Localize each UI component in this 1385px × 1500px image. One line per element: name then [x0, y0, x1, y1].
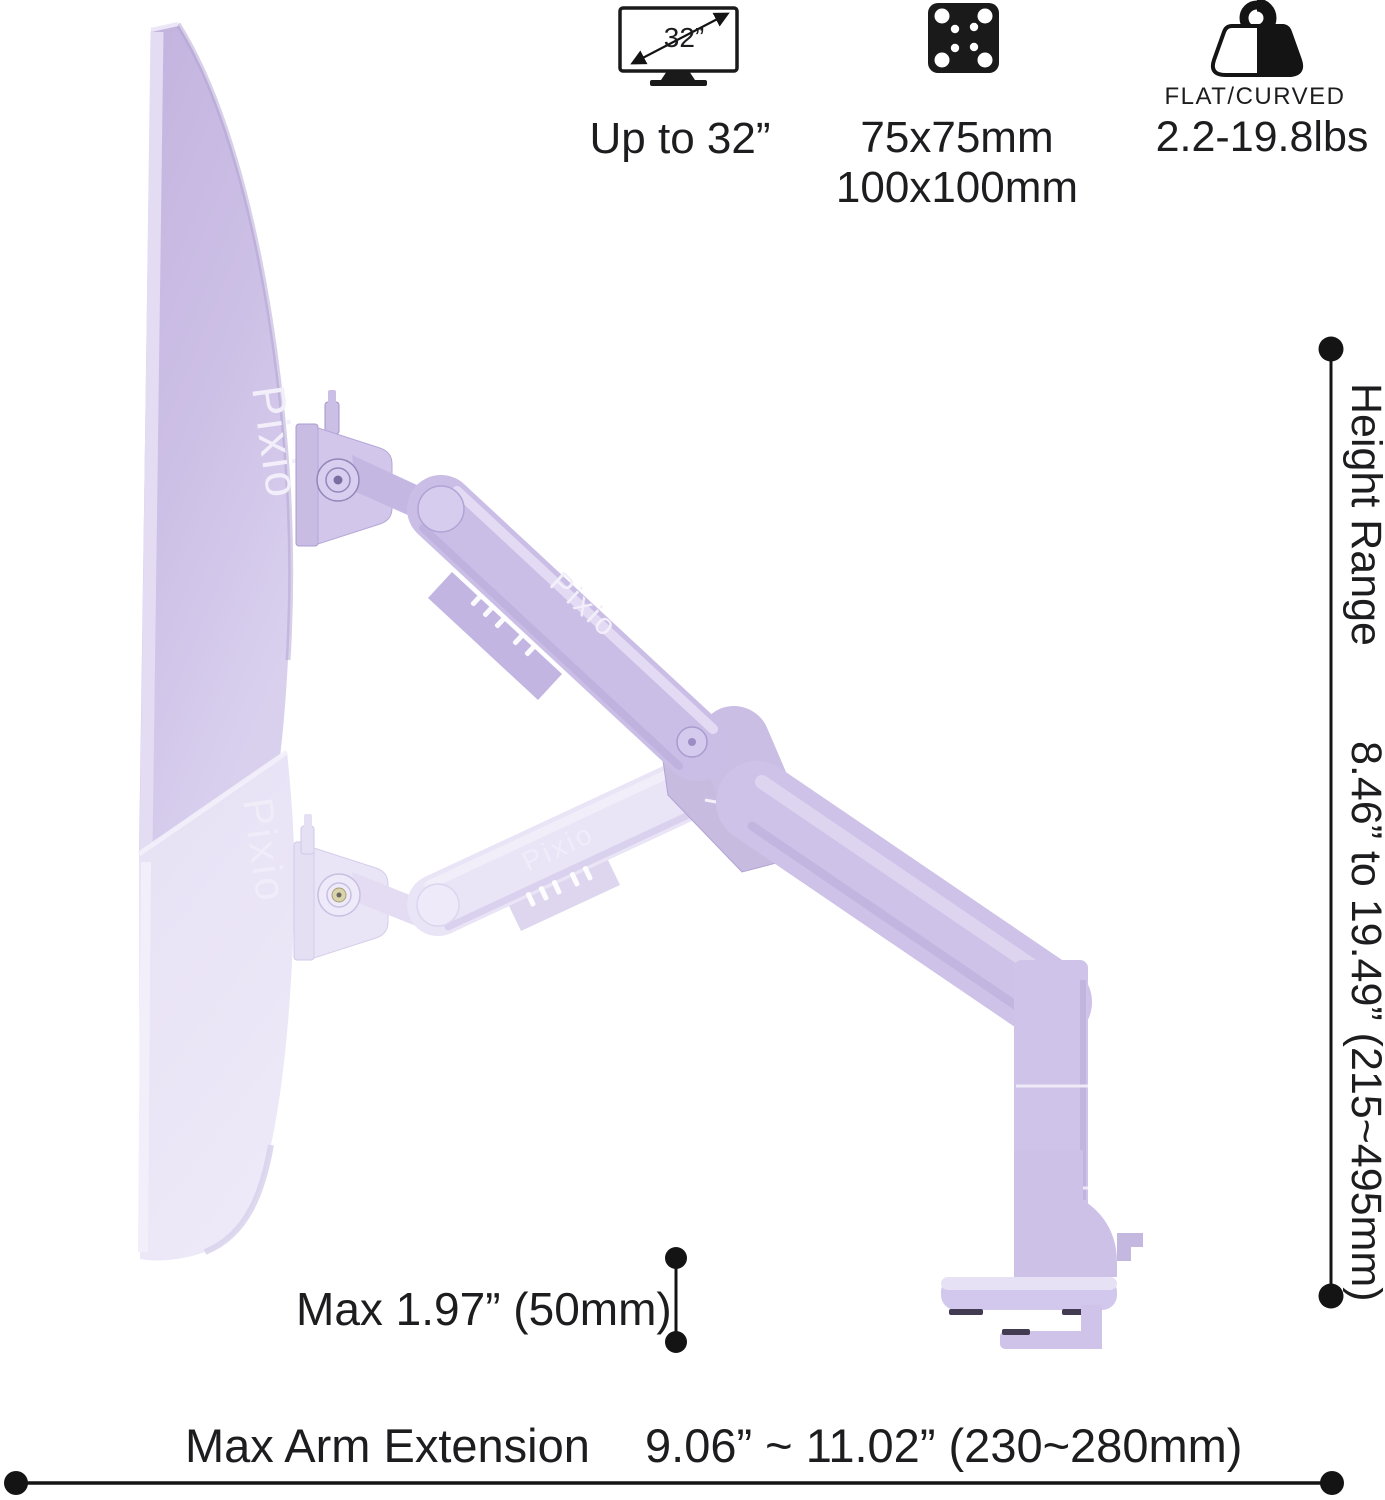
weight-type-label: FLAT/CURVED	[1165, 83, 1346, 110]
arm-extension-label: Max Arm Extension	[185, 1419, 590, 1472]
monitor-ghost-body	[139, 752, 295, 1261]
arm-raised: Pixio	[295, 390, 1143, 1349]
weight-icon	[1210, 0, 1304, 77]
clamp-foot	[1014, 1150, 1117, 1277]
weight-range-label: 2.2-19.8lbs	[1156, 113, 1369, 161]
clamp-thickness-dimension	[665, 1247, 687, 1353]
spec-vesa: 75x75mm 100x100mm	[836, 3, 1078, 212]
height-range-label: Height Range	[1342, 383, 1385, 646]
spec-screen-size: 32” Up to 32”	[590, 6, 771, 163]
height-range-value: 8.46” to 19.49” (215~495mm)	[1342, 741, 1385, 1302]
arm-extension-dimension	[4, 1471, 1344, 1495]
screen-size-label: Up to 32”	[590, 114, 771, 163]
vesa-pattern-icon	[928, 3, 999, 73]
vesa-label-line2: 100x100mm	[836, 163, 1078, 212]
spec-weight: FLAT/CURVED 2.2-19.8lbs	[1156, 0, 1369, 161]
height-range-dimension	[1318, 336, 1344, 1309]
pivot-hub	[333, 475, 343, 485]
vesa-label-line1: 75x75mm	[860, 113, 1053, 162]
monitor-size-icon: 32”	[618, 6, 739, 86]
monitor-lowered-ghost: Pixio	[137, 749, 295, 1261]
clamp-thickness-label: Max 1.97” (50mm)	[296, 1283, 672, 1335]
arm-ghost: Pixio	[293, 752, 731, 961]
arm-extension-value: 9.06” ~ 11.02” (230~280mm)	[645, 1419, 1242, 1472]
monitor-size-icon-label: 32”	[664, 22, 704, 53]
monitor-raised: Pixio	[139, 22, 310, 854]
